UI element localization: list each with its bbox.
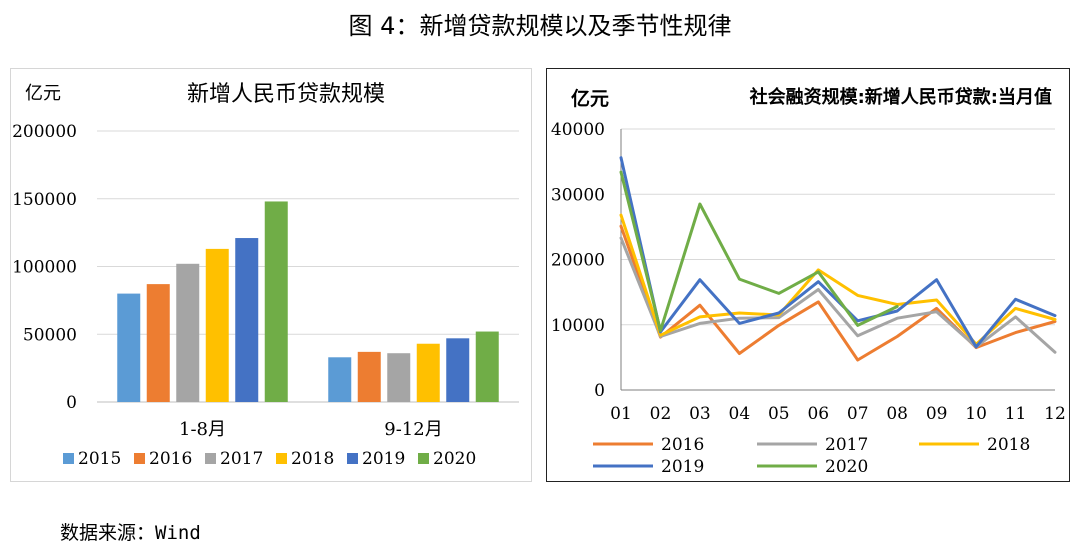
line-x-tick-label: 05 — [768, 404, 790, 424]
line-x-tick-label: 03 — [689, 404, 711, 424]
bar-legend-swatch-2015 — [63, 453, 74, 464]
bar-legend-swatch-2018 — [276, 453, 287, 464]
bar-legend-label: 2020 — [433, 449, 476, 469]
line-x-tick-label: 11 — [1005, 404, 1027, 424]
bar-2015-0 — [117, 293, 141, 402]
line-y-tick-label: 0 — [594, 381, 605, 401]
bar-2019-0 — [235, 238, 259, 402]
bar-unit-label: 亿元 — [25, 83, 61, 104]
line-legend-label: 2019 — [661, 457, 704, 477]
bar-y-tick-label: 200000 — [12, 122, 77, 142]
bar-2016-1 — [357, 351, 381, 402]
line-x-tick-label: 07 — [847, 404, 869, 424]
line-x-tick-label: 04 — [729, 404, 751, 424]
bar-2017-1 — [387, 353, 411, 402]
line-series-2016 — [619, 224, 1057, 362]
bar-chart-panel: 亿元 新增人民币贷款规模 0 50000 100000 150000 200000 1-… — [10, 68, 532, 482]
bar-legend-label: 2018 — [291, 449, 334, 469]
bar-2018-0 — [205, 248, 229, 402]
bar-chart-title: 新增人民币贷款规模 — [187, 82, 385, 107]
line-y-tick-label: 40000 — [551, 120, 605, 140]
bar-legend-swatch-2017 — [205, 453, 216, 464]
line-unit-label: 亿元 — [571, 87, 609, 110]
bar-legend-label: 2016 — [149, 449, 192, 469]
line-x-tick-label: 01 — [610, 404, 632, 424]
line-chart: 亿元 社会融资规模:新增人民币贷款:当月值 0 10000 20000 30000 40… — [551, 86, 1066, 477]
bar-2018-1 — [416, 343, 440, 402]
figure-title: 图 4：新增贷款规模以及季节性规律 — [348, 12, 732, 40]
line-x-tick-label: 09 — [926, 404, 948, 424]
line-y-tick-label: 30000 — [551, 185, 605, 205]
bar-legend-label: 2019 — [362, 449, 405, 469]
line-legend-label: 2016 — [661, 435, 704, 455]
bar-x-category-label: 1-8月 — [179, 419, 226, 440]
bar-legend-swatch-2020 — [418, 453, 429, 464]
line-y-tick-label: 20000 — [551, 251, 605, 271]
bar-2019-1 — [446, 338, 470, 402]
bar-x-category-label: 9-12月 — [384, 419, 442, 440]
line-y-tick-label: 10000 — [551, 316, 605, 336]
line-x-tick-label: 12 — [1044, 404, 1066, 424]
line-legend-label: 2020 — [825, 457, 868, 477]
line-x-tick-label: 08 — [886, 404, 908, 424]
bar-chart: 亿元 新增人民币贷款规模 0 50000 100000 150000 200000 1-… — [12, 82, 519, 469]
line-series-2019 — [619, 156, 1057, 349]
bar-y-tick-label: 150000 — [12, 190, 77, 210]
bar-y-tick-label: 100000 — [12, 258, 77, 278]
line-x-tick-label: 06 — [807, 404, 829, 424]
line-x-tick-label: 02 — [650, 404, 672, 424]
bar-2016-0 — [146, 284, 170, 402]
bar-legend-label: 2015 — [78, 449, 121, 469]
line-series-2020 — [619, 170, 899, 333]
bar-y-tick-label: 50000 — [23, 325, 77, 345]
line-legend-label: 2017 — [825, 435, 868, 455]
line-chart-panel: 亿元 社会融资规模:新增人民币贷款:当月值 0 10000 20000 30000 40… — [546, 68, 1070, 482]
bar-y-tick-label: 0 — [66, 393, 77, 413]
bar-2017-0 — [176, 263, 200, 402]
line-chart-title: 社会融资规模:新增人民币贷款:当月值 — [750, 86, 1052, 108]
bar-2015-1 — [328, 357, 352, 402]
bar-2020-0 — [264, 201, 288, 402]
line-x-tick-label: 10 — [965, 404, 987, 424]
bar-legend-label: 2017 — [220, 449, 263, 469]
bar-legend-swatch-2019 — [347, 453, 358, 464]
bar-legend-swatch-2016 — [134, 453, 145, 464]
line-legend-label: 2018 — [987, 435, 1030, 455]
bar-2020-1 — [475, 331, 499, 402]
source-note: 数据来源：Wind — [60, 522, 201, 544]
line-series-2017 — [619, 236, 1057, 354]
